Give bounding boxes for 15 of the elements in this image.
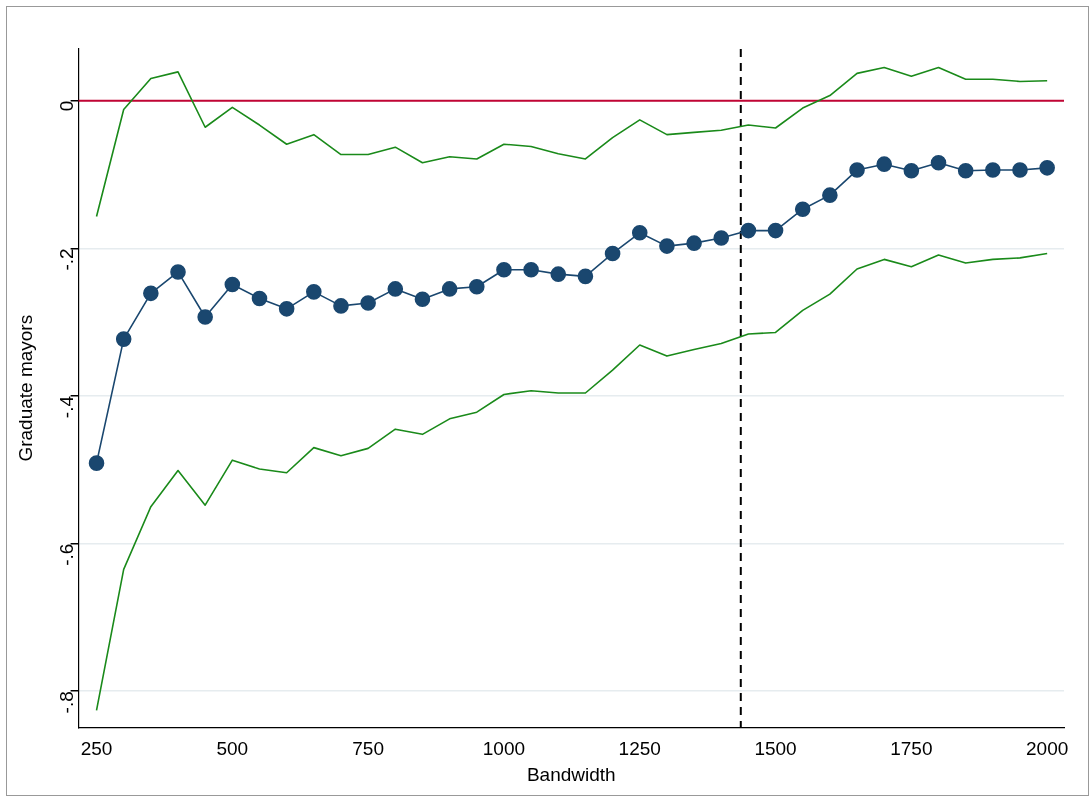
y-tick-label: -.2 <box>55 248 77 271</box>
y-tick-label: -.4 <box>55 395 77 419</box>
y-tick-label: 0 <box>55 100 77 112</box>
x-tick-label: 250 <box>80 738 113 760</box>
y-tick-label: -.8 <box>55 691 77 714</box>
x-tick-label: 2000 <box>1026 738 1069 760</box>
y-axis-title: Graduate mayors <box>14 314 36 462</box>
x-tick-label: 1000 <box>482 738 526 760</box>
x-tick-label: 1250 <box>618 738 661 760</box>
x-tick-label: 750 <box>352 738 384 760</box>
x-tick-label: 1500 <box>754 738 797 760</box>
y-tick-label: -.6 <box>55 543 77 566</box>
x-axis-title: Bandwidth <box>526 763 616 785</box>
x-tick-label: 1750 <box>890 738 933 760</box>
x-tick-label: 500 <box>216 738 249 760</box>
